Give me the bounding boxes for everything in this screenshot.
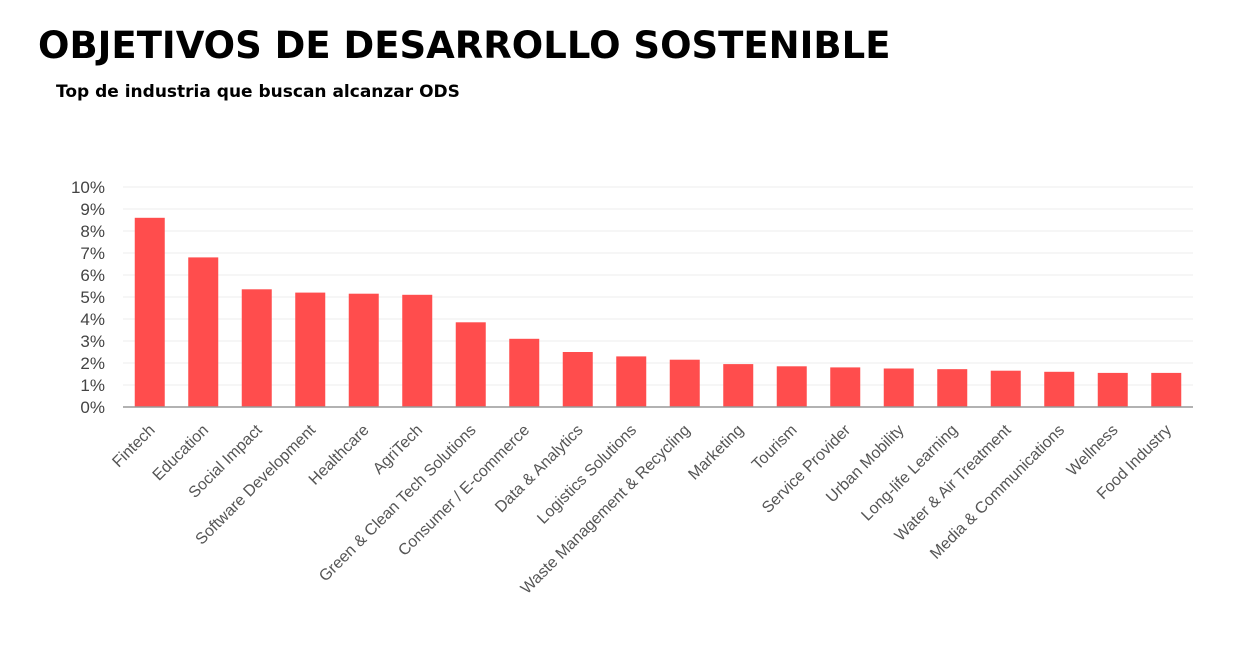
y-tick-label: 10% bbox=[71, 178, 105, 197]
chart-subtitle: Top de industria que buscan alcanzar ODS bbox=[56, 82, 460, 102]
bar-8 bbox=[562, 352, 593, 407]
bar-19 bbox=[1151, 372, 1182, 407]
bar-11 bbox=[723, 364, 754, 407]
y-tick-label: 0% bbox=[80, 398, 105, 417]
y-tick-label: 3% bbox=[80, 332, 105, 351]
page-title: OBJETIVOS DE DESARROLLO SOSTENIBLE bbox=[38, 24, 891, 67]
bar-6 bbox=[455, 322, 486, 407]
bar-15 bbox=[937, 369, 968, 407]
bar-10 bbox=[669, 359, 700, 407]
bar-9 bbox=[616, 356, 647, 407]
bar-0 bbox=[134, 217, 165, 407]
y-tick-label: 1% bbox=[80, 376, 105, 395]
y-tick-label: 6% bbox=[80, 266, 105, 285]
bar-5 bbox=[402, 294, 433, 407]
x-tick-label: Logistics Solutions bbox=[534, 422, 640, 528]
x-tick-label: Fintech bbox=[109, 422, 158, 471]
y-tick-label: 4% bbox=[80, 310, 105, 329]
bar-3 bbox=[295, 292, 326, 407]
bar-2 bbox=[241, 289, 272, 407]
bar-7 bbox=[509, 338, 540, 407]
x-tick-label: Tourism bbox=[749, 422, 801, 474]
bar-17 bbox=[1044, 371, 1075, 407]
y-tick-label: 8% bbox=[80, 222, 105, 241]
x-tick-label: AgriTech bbox=[370, 422, 426, 478]
bar-4 bbox=[348, 293, 379, 407]
x-tick-label: Long-life Learning bbox=[858, 422, 961, 525]
y-tick-label: 2% bbox=[80, 354, 105, 373]
bar-12 bbox=[776, 366, 807, 407]
y-tick-label: 5% bbox=[80, 288, 105, 307]
y-tick-label: 9% bbox=[80, 200, 105, 219]
bar-18 bbox=[1097, 372, 1128, 407]
x-tick-label: Marketing bbox=[685, 422, 747, 484]
y-tick-label: 7% bbox=[80, 244, 105, 263]
bar-13 bbox=[830, 367, 861, 407]
bar-16 bbox=[990, 370, 1021, 407]
bar-14 bbox=[883, 368, 914, 407]
bar-1 bbox=[188, 257, 219, 407]
